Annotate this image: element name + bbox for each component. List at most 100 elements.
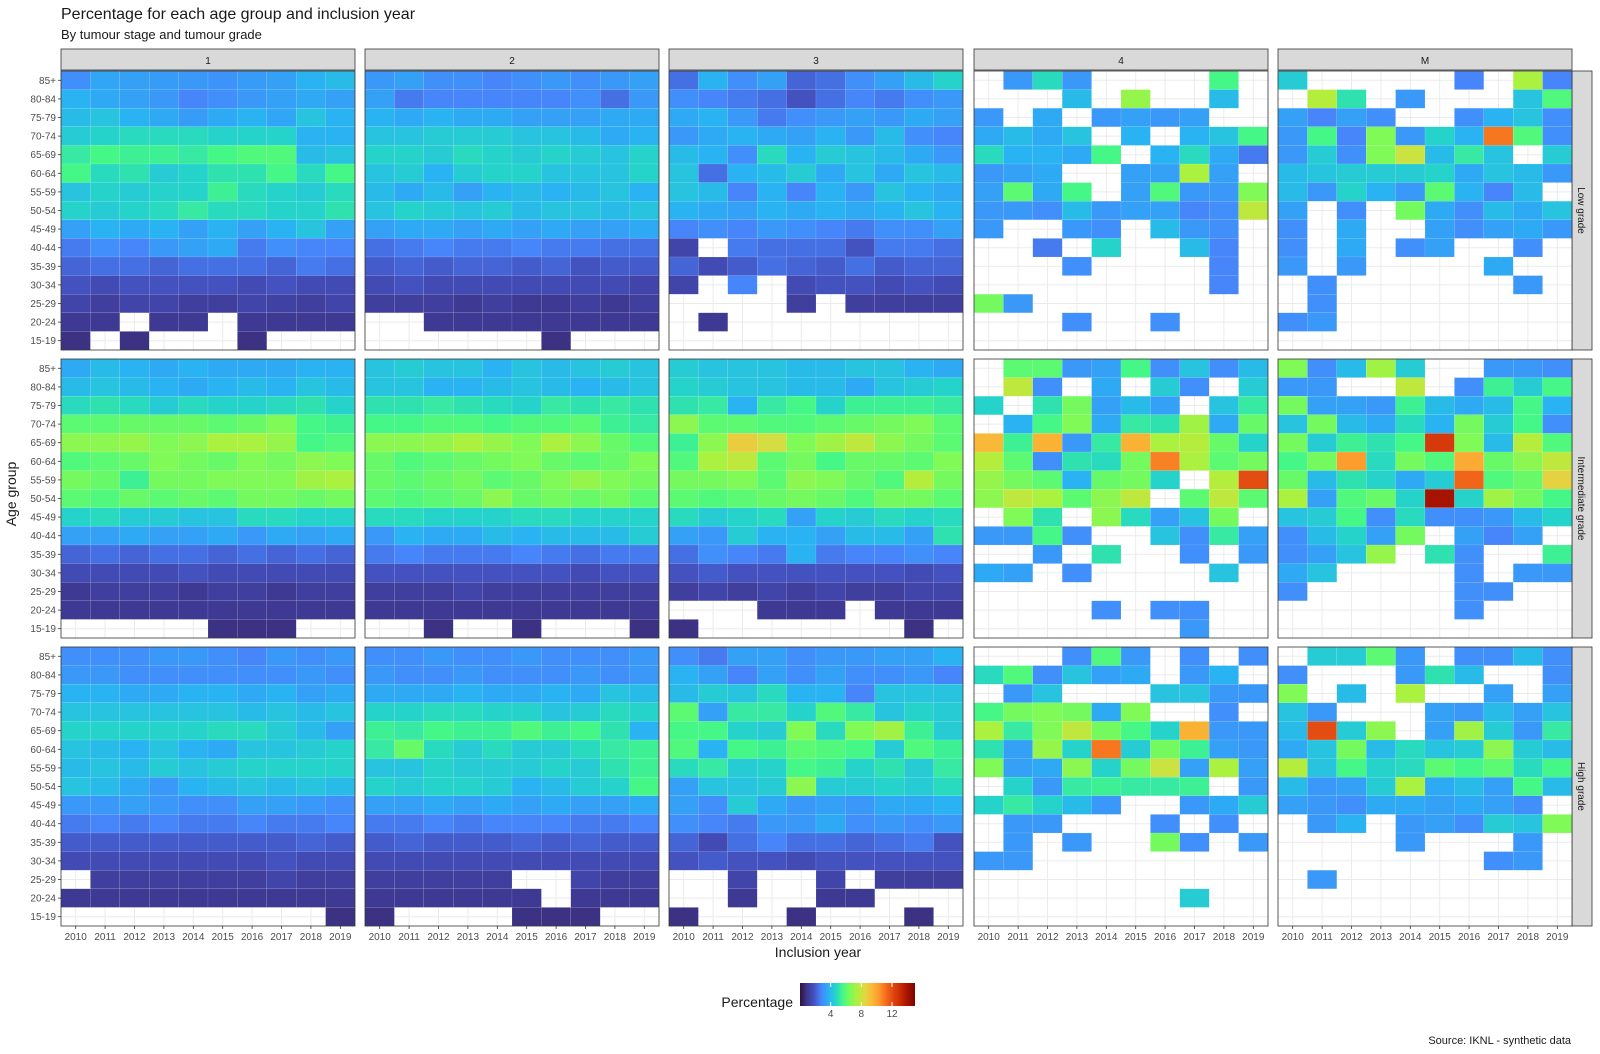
heatmap-cell xyxy=(364,182,395,202)
heatmap-cell xyxy=(511,107,542,127)
heatmap-cell xyxy=(698,758,729,778)
heatmap-cell xyxy=(570,238,601,258)
heatmap-cell xyxy=(570,582,601,602)
heatmap-cell xyxy=(119,795,150,815)
heatmap-cell xyxy=(786,795,817,815)
heatmap-cell xyxy=(60,563,91,583)
heatmap-cell xyxy=(511,182,542,202)
heatmap-cell xyxy=(1336,646,1367,666)
heatmap-cell xyxy=(266,684,297,704)
heatmap-cell xyxy=(1336,256,1367,276)
heatmap-cell xyxy=(1365,777,1396,797)
heatmap-cell xyxy=(60,200,91,220)
heatmap-cell xyxy=(482,563,513,583)
heatmap-cell xyxy=(296,739,326,759)
heatmap-cell xyxy=(423,489,454,509)
facet-strip-bg xyxy=(1277,48,1573,71)
heatmap-cell xyxy=(453,851,483,871)
heatmap-cell xyxy=(90,739,121,759)
legend-colorbar xyxy=(800,983,915,1006)
heatmap-cell xyxy=(1483,451,1514,471)
heatmap-cell xyxy=(364,219,395,239)
heatmap-cell xyxy=(511,89,542,109)
heatmap-cell xyxy=(698,777,729,797)
heatmap-cell xyxy=(786,907,817,927)
heatmap-cell xyxy=(1061,433,1092,453)
heatmap-cell xyxy=(1542,89,1573,109)
heatmap-cell xyxy=(933,219,964,239)
heatmap-cell xyxy=(1091,238,1122,258)
heatmap-cell xyxy=(815,739,846,759)
heatmap-cell xyxy=(1424,126,1455,146)
heatmap-cell xyxy=(296,219,326,239)
heatmap-cell xyxy=(1238,489,1269,509)
heatmap-cell xyxy=(364,396,395,416)
heatmap-cell xyxy=(600,163,630,183)
heatmap-cell xyxy=(1277,396,1308,416)
heatmap-cell xyxy=(1179,433,1210,453)
heatmap-cell xyxy=(148,832,179,852)
heatmap-cell xyxy=(1336,739,1367,759)
heatmap-cell xyxy=(1542,145,1573,165)
heatmap-cell xyxy=(453,888,483,908)
heatmap-cell xyxy=(423,200,454,220)
y-tick-label: 35-39 xyxy=(30,550,56,561)
heatmap-cell xyxy=(119,563,150,583)
heatmap-cell xyxy=(237,312,267,332)
heatmap-cell xyxy=(1277,665,1308,685)
heatmap-cell xyxy=(1208,758,1239,778)
heatmap-cell xyxy=(1003,451,1034,471)
heatmap-cell xyxy=(178,600,209,620)
heatmap-cell xyxy=(296,832,326,852)
panel-border xyxy=(668,70,964,351)
heatmap-cell xyxy=(325,182,356,202)
heatmap-cell xyxy=(668,70,699,90)
heatmap-cell xyxy=(1120,451,1151,471)
heatmap-cell xyxy=(325,294,356,314)
heatmap-cell xyxy=(668,89,699,109)
heatmap-cell xyxy=(1208,489,1239,509)
heatmap-cell xyxy=(815,358,846,378)
heatmap-cell xyxy=(1542,777,1573,797)
heatmap-cell xyxy=(1179,600,1210,620)
heatmap-cell xyxy=(1061,526,1092,546)
heatmap-cell xyxy=(874,563,905,583)
heatmap-cell xyxy=(1395,832,1426,852)
heatmap-cell xyxy=(60,646,91,666)
heatmap-cell xyxy=(178,126,209,146)
heatmap-cell xyxy=(1307,563,1338,583)
heatmap-cell xyxy=(815,702,846,722)
heatmap-cell xyxy=(698,470,729,490)
heatmap-cell xyxy=(874,489,905,509)
legend-tick-label: 8 xyxy=(859,1009,865,1020)
heatmap-cell xyxy=(845,275,876,295)
heatmap-cell xyxy=(1032,358,1063,378)
heatmap-cell xyxy=(148,777,179,797)
heatmap-cell xyxy=(453,795,483,815)
heatmap-cell xyxy=(1091,777,1122,797)
heatmap-cell xyxy=(541,70,572,90)
heatmap-cell xyxy=(266,219,297,239)
heatmap-cell xyxy=(698,89,729,109)
heatmap-cell xyxy=(394,795,424,815)
heatmap-cell xyxy=(1091,702,1122,722)
heatmap-cell xyxy=(904,777,934,797)
x-tick-label: 2012 xyxy=(1036,932,1059,943)
heatmap-cell xyxy=(453,684,483,704)
heatmap-cell xyxy=(1336,414,1367,434)
heatmap-cell xyxy=(1483,721,1514,741)
heatmap-cell xyxy=(874,795,905,815)
heatmap-cell xyxy=(364,294,395,314)
heatmap-cell xyxy=(1395,665,1426,685)
heatmap-cell xyxy=(973,470,1004,490)
heatmap-cell xyxy=(1512,238,1543,258)
heatmap-cell xyxy=(600,851,630,871)
heatmap-cell xyxy=(541,526,572,546)
heatmap-cell xyxy=(296,758,326,778)
heatmap-cell xyxy=(845,414,876,434)
heatmap-cell xyxy=(237,851,267,871)
heatmap-cell xyxy=(325,563,356,583)
heatmap-cell xyxy=(1542,665,1573,685)
heatmap-cell xyxy=(1395,358,1426,378)
heatmap-cell xyxy=(874,832,905,852)
